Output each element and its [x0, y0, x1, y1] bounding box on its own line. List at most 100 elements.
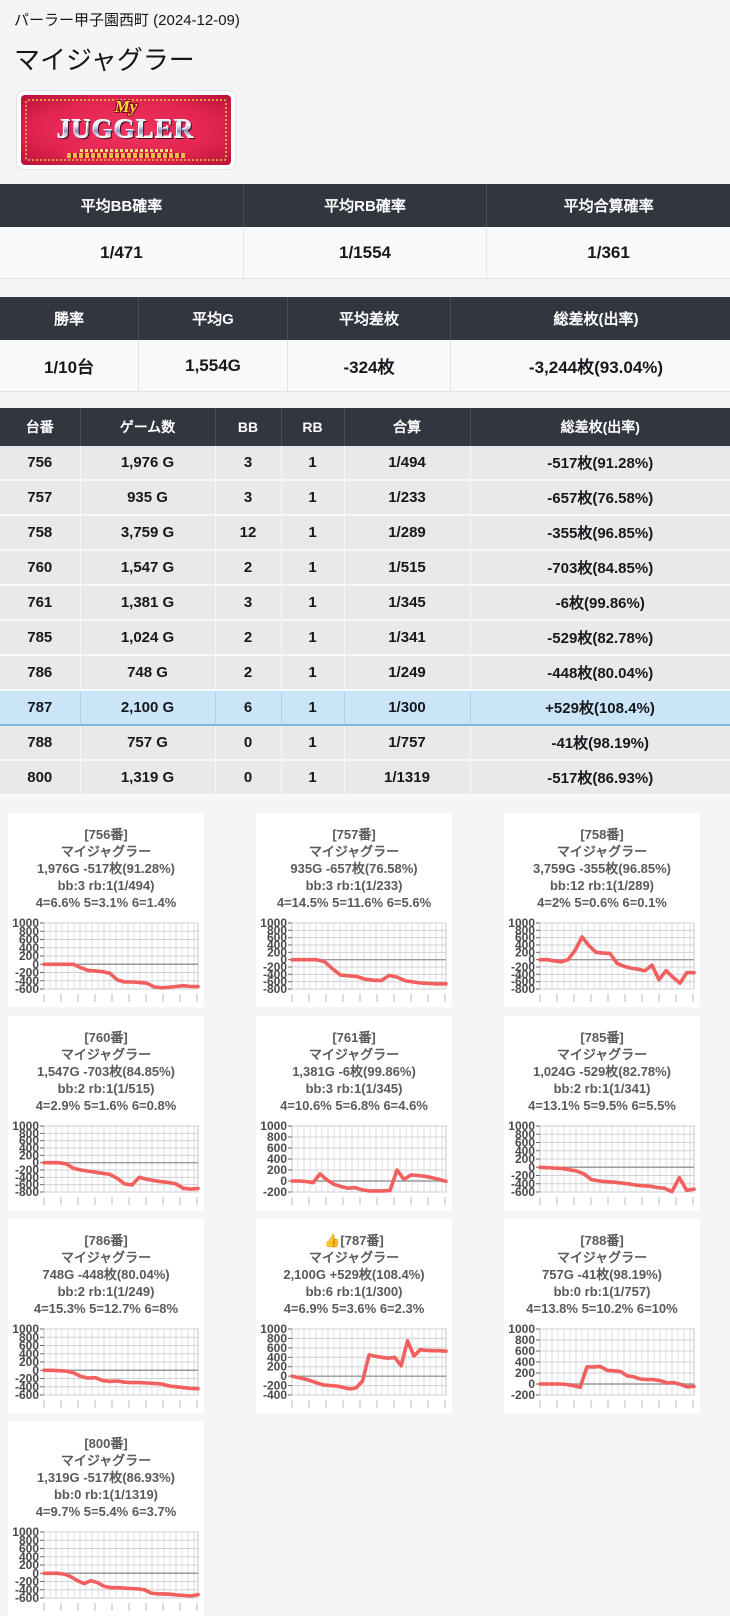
svg-text:-400: -400	[263, 1388, 287, 1402]
column-header: 総差枚(出率)	[451, 297, 730, 340]
table-cell: -517枚(91.28%)	[470, 446, 730, 480]
table-cell: 1,976 G	[80, 446, 215, 480]
table-cell: -529枚(82.78%)	[470, 620, 730, 655]
chart-title-line: [788番]	[504, 1232, 700, 1249]
table-cell: -448枚(80.04%)	[470, 655, 730, 690]
table-cell: 1	[281, 760, 344, 795]
table-cell: 1,547 G	[80, 550, 215, 585]
chart-title-line: 935G -657枚(76.58%)	[256, 860, 452, 877]
table-cell: 756	[0, 446, 80, 480]
juggler-logo: My JUGGLER	[16, 90, 236, 170]
table-cell: 1/300	[344, 690, 470, 725]
chart-title-line: bb:6 rb:1(1/300)	[256, 1283, 452, 1300]
table-cell: 758	[0, 515, 80, 550]
table-cell: 12	[215, 515, 281, 550]
summary-value: 1,554G	[139, 340, 288, 392]
summary-value: 1/471	[0, 227, 243, 279]
chart-title-line: bb:3 rb:1(1/494)	[8, 877, 204, 894]
table-cell: 1/345	[344, 585, 470, 620]
chart-title-line: 1,024G -529枚(82.78%)	[504, 1063, 700, 1080]
column-header: BB	[215, 408, 281, 446]
chart-title-line: 1,381G -6枚(99.86%)	[256, 1063, 452, 1080]
page-title: マイジャグラー	[14, 40, 730, 77]
table-cell: 1/757	[344, 725, 470, 760]
svg-text:-800: -800	[263, 982, 287, 996]
column-header: 平均RB確率	[243, 184, 486, 227]
chart-title-line: [800番]	[8, 1435, 204, 1452]
logo-juggler-text: JUGGLER	[21, 114, 231, 145]
table-cell: 1/249	[344, 655, 470, 690]
svg-text:-800: -800	[15, 1185, 39, 1199]
table-cell: 761	[0, 585, 80, 620]
table-cell: 1	[281, 690, 344, 725]
chart-title-line: 3,759G -355枚(96.85%)	[504, 860, 700, 877]
column-header: ゲーム数	[80, 408, 215, 446]
table-cell: 3	[215, 480, 281, 515]
chart-title-line: 748G -448枚(80.04%)	[8, 1266, 204, 1283]
table-cell: -355枚(96.85%)	[470, 515, 730, 550]
table-cell: 1/1319	[344, 760, 470, 795]
table-cell: 748 G	[80, 655, 215, 690]
svg-text:-600: -600	[15, 982, 39, 996]
svg-text:-600: -600	[15, 1388, 39, 1402]
table-cell: 2	[215, 620, 281, 655]
table-cell: 785	[0, 620, 80, 655]
summary-value: -3,244枚(93.04%)	[451, 340, 730, 392]
svg-text:-800: -800	[511, 982, 535, 996]
column-header: 平均差枚	[288, 297, 451, 340]
table-cell: 1/515	[344, 550, 470, 585]
table-cell: 1	[281, 725, 344, 760]
chart-title-line: 4=14.5% 5=11.6% 6=5.6%	[256, 894, 452, 911]
svg-text:-200: -200	[511, 1388, 535, 1402]
chart-title-line: 4=13.1% 5=9.5% 6=5.5%	[504, 1097, 700, 1114]
table-cell: 0	[215, 725, 281, 760]
table-cell: 1	[281, 480, 344, 515]
table-cell: 6	[215, 690, 281, 725]
column-header: 合算	[344, 408, 470, 446]
chart-title-line: マイジャグラー	[8, 1249, 204, 1266]
table-cell: 1	[281, 585, 344, 620]
chart-title-line: 1,547G -703枚(84.85%)	[8, 1063, 204, 1080]
chart-title-line: 4=13.8% 5=10.2% 6=10%	[504, 1300, 700, 1317]
chart-title-line: マイジャグラー	[256, 1249, 452, 1266]
table-cell: 1	[281, 515, 344, 550]
chart-title-line: [756番]	[8, 826, 204, 843]
table-cell: 0	[215, 760, 281, 795]
table-cell: 1	[281, 446, 344, 480]
table-cell: 3,759 G	[80, 515, 215, 550]
summary-value: 1/10台	[0, 340, 139, 392]
chart-title-line: マイジャグラー	[504, 1046, 700, 1063]
table-cell: 1/289	[344, 515, 470, 550]
table-cell: -6枚(99.86%)	[470, 585, 730, 620]
chart-title-line: bb:12 rb:1(1/289)	[504, 877, 700, 894]
table-cell: 1	[281, 620, 344, 655]
table-cell: 760	[0, 550, 80, 585]
